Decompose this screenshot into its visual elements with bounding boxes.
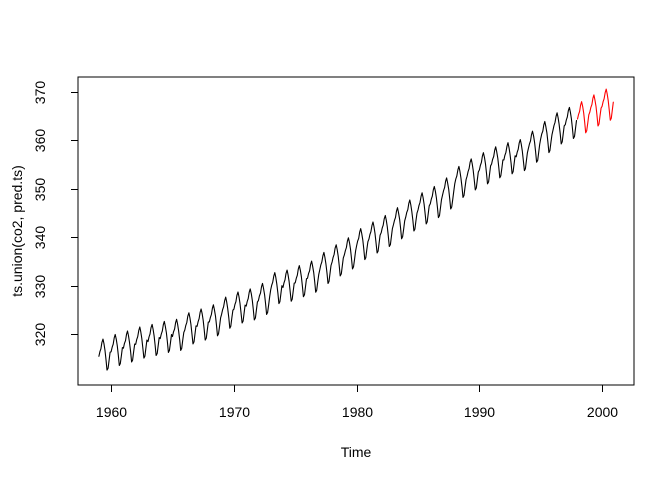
x-tick-label: 1990 — [464, 404, 495, 420]
y-tick-label: 320 — [32, 323, 48, 347]
x-axis-title: Time — [340, 444, 372, 460]
y-tick-label: 370 — [32, 81, 48, 105]
x-axis: 1960 1970 1980 1990 2000 — [96, 385, 618, 420]
x-tick-label: 1980 — [342, 404, 373, 420]
y-tick-label: 340 — [32, 226, 48, 250]
y-axis: 320 330 340 350 360 370 — [32, 81, 78, 347]
x-tick-label: 2000 — [587, 404, 618, 420]
y-tick-label: 330 — [32, 275, 48, 299]
co2-observed-line — [98, 106, 578, 371]
x-tick-label: 1960 — [96, 404, 127, 420]
x-tick-label: 1970 — [219, 404, 250, 420]
series-lines — [98, 88, 614, 371]
plot-border — [77, 76, 635, 386]
y-tick-label: 360 — [32, 129, 48, 153]
y-tick-label: 350 — [32, 178, 48, 202]
co2-predicted-line — [576, 88, 614, 134]
y-axis-title: ts.union(co2, pred.ts) — [9, 165, 25, 297]
